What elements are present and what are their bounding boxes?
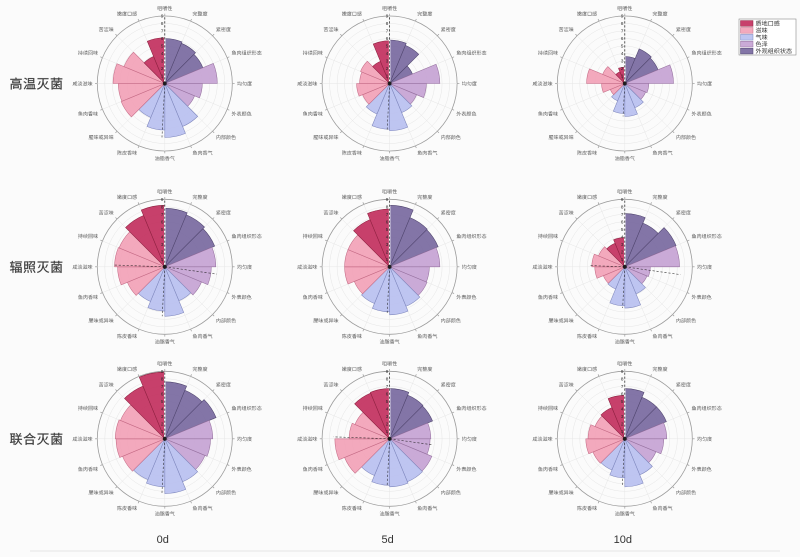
svg-text:2: 2 (386, 421, 389, 426)
svg-text:5: 5 (161, 44, 164, 49)
svg-text:1: 1 (621, 74, 624, 79)
svg-text:5: 5 (161, 227, 164, 232)
svg-text:9: 9 (161, 14, 164, 19)
svg-text:2: 2 (621, 421, 624, 426)
svg-text:4: 4 (386, 51, 389, 56)
svg-text:7: 7 (161, 29, 164, 34)
svg-text:9: 9 (386, 369, 389, 374)
svg-text:1: 1 (161, 429, 164, 434)
svg-text:3: 3 (386, 59, 389, 64)
svg-text:4: 4 (621, 406, 624, 411)
svg-text:8: 8 (161, 376, 164, 381)
svg-text:2: 2 (161, 66, 164, 71)
svg-text:6: 6 (161, 219, 164, 224)
svg-text:6: 6 (621, 219, 624, 224)
svg-text:7: 7 (621, 384, 624, 389)
svg-text:2: 2 (621, 66, 624, 71)
svg-text:1: 1 (621, 429, 624, 434)
svg-text:6: 6 (621, 36, 624, 41)
svg-text:4: 4 (621, 234, 624, 239)
svg-text:9: 9 (621, 369, 624, 374)
svg-text:7: 7 (161, 212, 164, 217)
svg-text:5: 5 (386, 44, 389, 49)
svg-text:1: 1 (386, 257, 389, 262)
svg-text:1: 1 (621, 257, 624, 262)
svg-text:8: 8 (386, 376, 389, 381)
svg-text:5: 5 (621, 399, 624, 404)
svg-text:1: 1 (386, 429, 389, 434)
svg-text:4: 4 (161, 234, 164, 239)
svg-text:5d: 5d (381, 534, 393, 546)
svg-text:8: 8 (621, 204, 624, 209)
svg-text:7: 7 (386, 384, 389, 389)
svg-text:8: 8 (386, 204, 389, 209)
svg-text:3: 3 (161, 59, 164, 64)
svg-text:9: 9 (621, 197, 624, 202)
svg-text:10d: 10d (614, 534, 632, 546)
svg-text:3: 3 (621, 414, 624, 419)
svg-text:5: 5 (386, 399, 389, 404)
svg-text:7: 7 (386, 212, 389, 217)
svg-text:5: 5 (161, 399, 164, 404)
svg-text:3: 3 (161, 414, 164, 419)
svg-text:7: 7 (386, 29, 389, 34)
svg-text:6: 6 (161, 391, 164, 396)
svg-text:5: 5 (621, 44, 624, 49)
svg-text:8: 8 (621, 21, 624, 26)
svg-text:7: 7 (161, 384, 164, 389)
svg-text:9: 9 (161, 369, 164, 374)
svg-text:2: 2 (386, 66, 389, 71)
svg-text:6: 6 (386, 36, 389, 41)
svg-text:6: 6 (386, 219, 389, 224)
svg-text:8: 8 (161, 21, 164, 26)
svg-text:3: 3 (621, 59, 624, 64)
svg-text:1: 1 (161, 257, 164, 262)
svg-text:5: 5 (386, 227, 389, 232)
svg-text:6: 6 (161, 36, 164, 41)
svg-text:6: 6 (621, 391, 624, 396)
svg-text:2: 2 (161, 421, 164, 426)
svg-text:8: 8 (621, 376, 624, 381)
svg-text:4: 4 (386, 406, 389, 411)
svg-text:7: 7 (621, 212, 624, 217)
svg-text:3: 3 (386, 242, 389, 247)
svg-text:8: 8 (161, 204, 164, 209)
svg-text:9: 9 (386, 197, 389, 202)
svg-text:2: 2 (161, 249, 164, 254)
svg-text:0d: 0d (157, 534, 169, 546)
svg-text:2: 2 (386, 249, 389, 254)
svg-text:4: 4 (161, 406, 164, 411)
svg-text:9: 9 (161, 197, 164, 202)
svg-text:4: 4 (386, 234, 389, 239)
svg-text:4: 4 (621, 51, 624, 56)
svg-text:2: 2 (621, 249, 624, 254)
svg-text:7: 7 (621, 29, 624, 34)
svg-text:3: 3 (386, 414, 389, 419)
svg-text:5: 5 (621, 227, 624, 232)
svg-text:9: 9 (621, 14, 624, 19)
svg-text:9: 9 (386, 14, 389, 19)
svg-text:1: 1 (386, 74, 389, 79)
svg-text:6: 6 (386, 391, 389, 396)
svg-text:1: 1 (161, 74, 164, 79)
svg-text:3: 3 (161, 242, 164, 247)
svg-text:3: 3 (621, 242, 624, 247)
svg-text:4: 4 (161, 51, 164, 56)
svg-text:8: 8 (386, 21, 389, 26)
